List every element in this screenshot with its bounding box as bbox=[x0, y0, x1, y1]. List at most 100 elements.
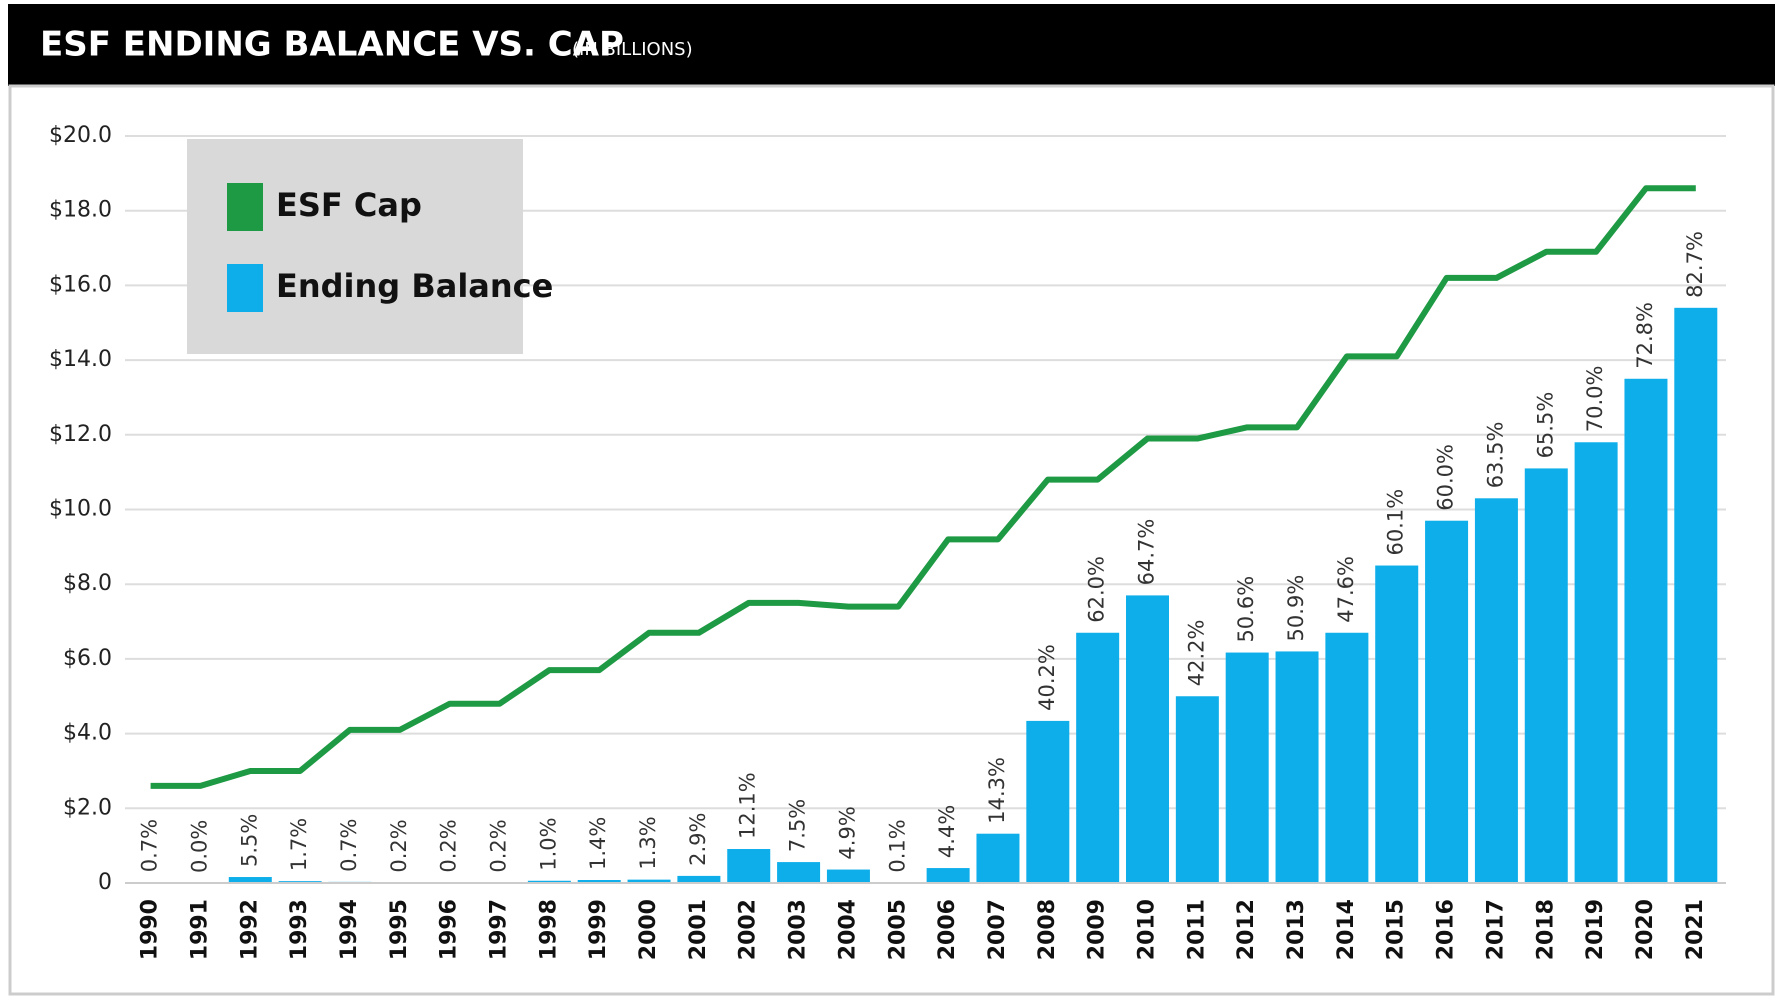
x-tick-label: 2001 bbox=[686, 899, 711, 960]
x-tick-label: 2016 bbox=[1434, 899, 1459, 960]
bar bbox=[1225, 652, 1269, 883]
bar bbox=[1425, 520, 1469, 883]
bar bbox=[777, 862, 821, 883]
x-tick-label: 2004 bbox=[835, 899, 860, 960]
y-tick-label: $12.0 bbox=[49, 422, 112, 447]
ratio-label: 0.2% bbox=[487, 819, 511, 872]
ratio-label: 60.1% bbox=[1384, 489, 1408, 556]
ratio-label: 0.0% bbox=[187, 820, 211, 873]
bar bbox=[627, 879, 671, 883]
bar bbox=[1076, 632, 1120, 883]
y-tick-label: $18.0 bbox=[49, 198, 112, 223]
ratio-label: 0.7% bbox=[337, 819, 361, 872]
ratio-label: 50.6% bbox=[1234, 576, 1258, 643]
x-tick-label: 2014 bbox=[1334, 899, 1359, 960]
x-tick-label: 1991 bbox=[187, 899, 212, 960]
bar bbox=[976, 833, 1020, 883]
y-tick-label: $8.0 bbox=[63, 571, 112, 596]
y-tick-label: $14.0 bbox=[49, 347, 112, 372]
ratio-label: 40.2% bbox=[1035, 644, 1059, 711]
legend-box bbox=[187, 139, 523, 354]
x-tick-label: 2005 bbox=[885, 899, 910, 960]
x-tick-label: 2018 bbox=[1533, 899, 1558, 960]
marks: 0.7% 0.0% 5.5% 1.7% 0.7% 0.2% 0.2% 0.2% 1.0% 1.4%… bbox=[125, 185, 1726, 960]
y-tick-label: $10.0 bbox=[49, 497, 112, 522]
ratio-label: 60.0% bbox=[1434, 444, 1458, 511]
y-tick-label: $6.0 bbox=[63, 646, 112, 671]
ratio-label: 1.7% bbox=[287, 818, 311, 871]
x-tick-label: 1993 bbox=[287, 899, 312, 960]
ratio-label: 47.6% bbox=[1334, 556, 1358, 623]
bar bbox=[577, 880, 621, 883]
bar bbox=[228, 877, 272, 883]
ratio-label: 0.7% bbox=[138, 819, 162, 872]
x-tick-label: 1992 bbox=[237, 899, 262, 960]
bar bbox=[1674, 307, 1718, 883]
ratio-label: 1.3% bbox=[636, 816, 660, 869]
x-tick-label: 2006 bbox=[935, 899, 960, 960]
x-tick-label: 2002 bbox=[736, 899, 761, 960]
x-tick-label: 2019 bbox=[1583, 899, 1608, 960]
ratio-label: 70.0% bbox=[1583, 366, 1607, 433]
x-tick-label: 1998 bbox=[536, 899, 561, 960]
ratio-label: 72.8% bbox=[1633, 302, 1657, 369]
bar bbox=[1275, 651, 1319, 883]
ratio-label: 50.9% bbox=[1284, 575, 1308, 642]
ratio-label: 4.9% bbox=[835, 806, 859, 859]
ratio-label: 62.0% bbox=[1085, 556, 1109, 623]
ratio-label: 42.2% bbox=[1184, 620, 1208, 687]
ratio-label: 65.5% bbox=[1533, 392, 1557, 459]
ratio-label: 1.4% bbox=[586, 817, 610, 870]
x-tick-label: 2020 bbox=[1633, 899, 1658, 960]
ratio-label: 4.4% bbox=[935, 805, 959, 858]
legend-label: Ending Balance bbox=[276, 267, 553, 305]
ratio-label: 0.1% bbox=[885, 819, 909, 872]
x-tick-label: 2007 bbox=[985, 899, 1010, 960]
bar bbox=[1026, 720, 1070, 883]
ratio-label: 0.2% bbox=[437, 819, 461, 872]
legend-swatch bbox=[227, 183, 263, 231]
x-tick-label: 1990 bbox=[138, 899, 163, 960]
ratio-label: 5.5% bbox=[237, 814, 261, 867]
legend: ESF Cap Ending Balance bbox=[187, 139, 553, 354]
ratio-label: 1.0% bbox=[536, 817, 560, 870]
bar bbox=[1524, 468, 1568, 883]
x-tick-label: 2017 bbox=[1483, 899, 1508, 960]
ratio-label: 0.2% bbox=[387, 819, 411, 872]
y-tick-label: 0 bbox=[98, 870, 112, 895]
bar bbox=[527, 880, 571, 883]
bar bbox=[677, 875, 721, 883]
bar bbox=[1624, 378, 1668, 883]
x-tick-label: 1999 bbox=[586, 899, 611, 960]
x-tick-label: 2012 bbox=[1234, 899, 1259, 960]
cap-line bbox=[150, 185, 1696, 789]
x-tick-label: 2009 bbox=[1085, 899, 1110, 960]
x-tick-label: 1995 bbox=[387, 899, 412, 960]
bar bbox=[1325, 632, 1369, 883]
bar bbox=[727, 849, 771, 883]
chart-subtitle: (IN BILLIONS) bbox=[572, 39, 693, 60]
ratio-label: 2.9% bbox=[686, 813, 710, 866]
y-tick-label: $4.0 bbox=[63, 721, 112, 746]
x-tick-label: 1996 bbox=[437, 899, 462, 960]
bar bbox=[1175, 696, 1219, 883]
bar bbox=[1375, 565, 1419, 883]
ratio-label: 63.5% bbox=[1483, 422, 1507, 489]
x-tick-label: 2015 bbox=[1384, 899, 1409, 960]
x-tick-label: 1994 bbox=[337, 899, 362, 960]
x-tick-label: 2021 bbox=[1683, 899, 1708, 960]
legend-label: ESF Cap bbox=[276, 186, 422, 224]
x-tick-label: 2013 bbox=[1284, 899, 1309, 960]
y-tick-label: $16.0 bbox=[49, 272, 112, 297]
chart-title: ESF ENDING BALANCE VS. CAP bbox=[40, 25, 624, 65]
ratio-label: 64.7% bbox=[1135, 519, 1159, 586]
x-tick-label: 2000 bbox=[636, 899, 661, 960]
bar bbox=[826, 869, 870, 883]
bar bbox=[926, 868, 970, 883]
bar bbox=[1574, 442, 1618, 883]
bar bbox=[1126, 595, 1170, 883]
header-bar bbox=[8, 4, 1775, 86]
legend-swatch bbox=[227, 264, 263, 312]
